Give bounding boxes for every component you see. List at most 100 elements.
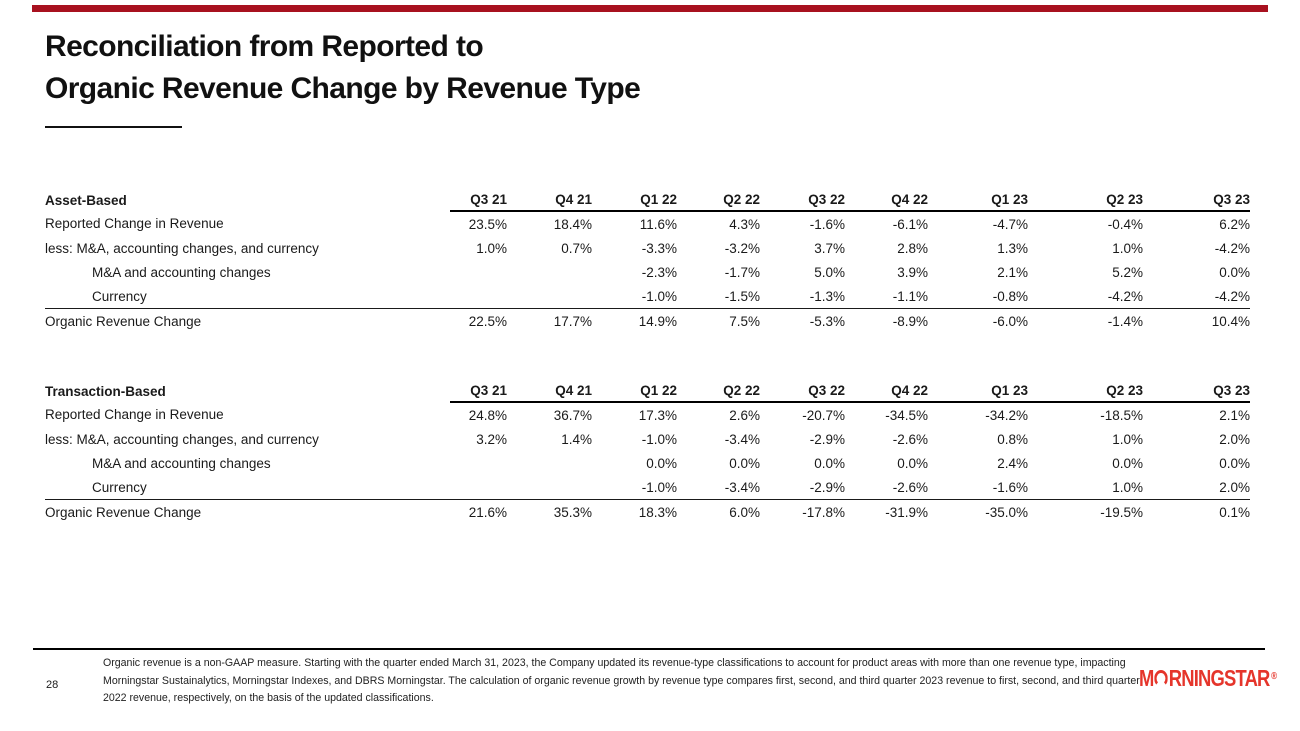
value-cell: 6.2% [1219, 216, 1250, 232]
page-number: 28 [46, 679, 59, 691]
value-cell: -3.3% [641, 240, 677, 256]
value-cell: 36.7% [553, 407, 592, 423]
value-cell: 4.3% [729, 216, 760, 232]
value-cell: 3.9% [897, 264, 928, 280]
value-cell: 24.8% [468, 407, 507, 423]
value-cell: 3.2% [476, 431, 507, 447]
value-cell: -2.3% [641, 264, 677, 280]
table-row: M&A and accounting changes -2.3% -1.7% 5.0%… [45, 260, 1250, 284]
table-header-row: Asset-Based Q3 21 Q4 21 Q1 22 Q2 22 Q3 22 Q4 2… [45, 186, 1250, 212]
quarter-header: Q4 22 [845, 377, 928, 403]
section-label: Transaction-Based [45, 384, 166, 399]
value-cell: -3.4% [724, 479, 760, 495]
quarter-header: Q3 23 [1143, 186, 1250, 212]
table-row: Currency -1.0% -1.5% -1.3% -1.1% -0.8% -4.2% -4… [45, 284, 1250, 309]
row-label: Organic Revenue Change [45, 499, 450, 524]
value-cell: -1.6% [992, 479, 1028, 495]
value-cell: 2.1% [997, 264, 1028, 280]
value-cell: -4.2% [1214, 288, 1250, 304]
value-cell: 2.4% [997, 455, 1028, 471]
value-cell: 14.9% [592, 308, 677, 333]
quarter-header: Q3 21 [450, 186, 507, 212]
quarter-header: Q1 23 [928, 186, 1028, 212]
row-label: Reported Change in Revenue [45, 216, 224, 231]
quarter-header: Q3 21 [450, 377, 507, 403]
value-cell: -6.1% [892, 216, 928, 232]
value-cell: 1.0% [476, 240, 507, 256]
table-row: Organic Revenue Change 21.6% 35.3% 18.3% 6.0… [45, 499, 1250, 524]
value-cell: -3.4% [724, 431, 760, 447]
value-cell: -2.6% [892, 479, 928, 495]
table-row: less: M&A, accounting changes, and curre… [45, 236, 1250, 260]
value-cell [450, 475, 507, 500]
table-row: less: M&A, accounting changes, and curre… [45, 427, 1250, 451]
value-cell: -1.0% [641, 288, 677, 304]
value-cell: 0.0% [646, 455, 677, 471]
row-label: Currency [92, 479, 147, 495]
value-cell: 0.1% [1143, 499, 1250, 524]
value-cell [507, 260, 592, 284]
value-cell: -1.4% [1028, 308, 1143, 333]
value-cell: 2.0% [1219, 479, 1250, 495]
value-cell: 6.0% [677, 499, 760, 524]
value-cell: -0.8% [992, 288, 1028, 304]
value-cell: -6.0% [928, 308, 1028, 333]
row-label: M&A and accounting changes [92, 455, 271, 471]
value-cell [507, 475, 592, 500]
value-cell [450, 260, 507, 284]
value-cell: 23.5% [468, 216, 507, 232]
table-row: Currency -1.0% -3.4% -2.9% -2.6% -1.6% 1.0% 2.0… [45, 475, 1250, 500]
logo-text-rest: RNINGSTAR [1168, 665, 1271, 691]
asset-based-table: Asset-Based Q3 21 Q4 21 Q1 22 Q2 22 Q3 22 Q4 2… [45, 186, 1250, 333]
value-cell [450, 284, 507, 309]
quarter-header: Q4 21 [507, 186, 592, 212]
morningstar-logo: M RNINGSTAR ® [1139, 665, 1277, 692]
quarter-header: Q1 23 [928, 377, 1028, 403]
quarter-header: Q3 23 [1143, 377, 1250, 403]
footer-divider [33, 648, 1265, 650]
value-cell: 0.7% [561, 240, 592, 256]
table-row: M&A and accounting changes 0.0% 0.0% 0.0% 0.… [45, 451, 1250, 475]
row-label: M&A and accounting changes [92, 264, 271, 280]
row-label: Organic Revenue Change [45, 308, 450, 333]
value-cell: -2.9% [809, 431, 845, 447]
value-cell: 0.0% [1219, 264, 1250, 280]
table-row: Reported Change in Revenue 24.8% 36.7% 17.3… [45, 402, 1250, 427]
page-title-line-2: Organic Revenue Change by Revenue Type [45, 72, 641, 105]
footnote-line-1: Organic revenue is a non-GAAP measure. S… [103, 657, 1126, 669]
value-cell: -17.8% [760, 499, 845, 524]
registered-trademark-icon: ® [1271, 671, 1278, 682]
title-underline [45, 126, 182, 128]
value-cell: 1.0% [1112, 431, 1143, 447]
value-cell: -18.5% [1100, 407, 1143, 423]
value-cell: -34.5% [885, 407, 928, 423]
value-cell: -35.0% [928, 499, 1028, 524]
value-cell: 17.3% [638, 407, 677, 423]
value-cell [507, 284, 592, 309]
value-cell [450, 451, 507, 475]
value-cell: 0.0% [814, 455, 845, 471]
value-cell: 1.0% [1112, 240, 1143, 256]
value-cell: 11.6% [639, 216, 677, 232]
quarter-header: Q2 22 [677, 186, 760, 212]
footnote-line-2: Morningstar Sustainalytics, Morningstar … [103, 674, 1140, 687]
value-cell: -3.2% [724, 240, 760, 256]
value-cell: 3.7% [814, 240, 845, 256]
value-cell: 35.3% [507, 499, 592, 524]
value-cell: 2.0% [1219, 431, 1250, 447]
logo-text-m: M [1139, 665, 1154, 691]
value-cell: 0.0% [897, 455, 928, 471]
value-cell: -1.3% [809, 288, 845, 304]
logo-o-arc-icon [1154, 670, 1168, 687]
value-cell: 1.4% [561, 431, 592, 447]
quarter-header: Q3 22 [760, 186, 845, 212]
quarter-header: Q4 22 [845, 186, 928, 212]
value-cell: -34.2% [985, 407, 1028, 423]
value-cell: 7.5% [677, 308, 760, 333]
value-cell: -0.4% [1107, 216, 1143, 232]
table-header-row: Transaction-Based Q3 21 Q4 21 Q1 22 Q2 22 Q3 … [45, 377, 1250, 403]
value-cell: 0.0% [1112, 455, 1143, 471]
value-cell: -20.7% [802, 407, 845, 423]
value-cell: 2.6% [729, 407, 760, 423]
value-cell: -1.0% [641, 431, 677, 447]
